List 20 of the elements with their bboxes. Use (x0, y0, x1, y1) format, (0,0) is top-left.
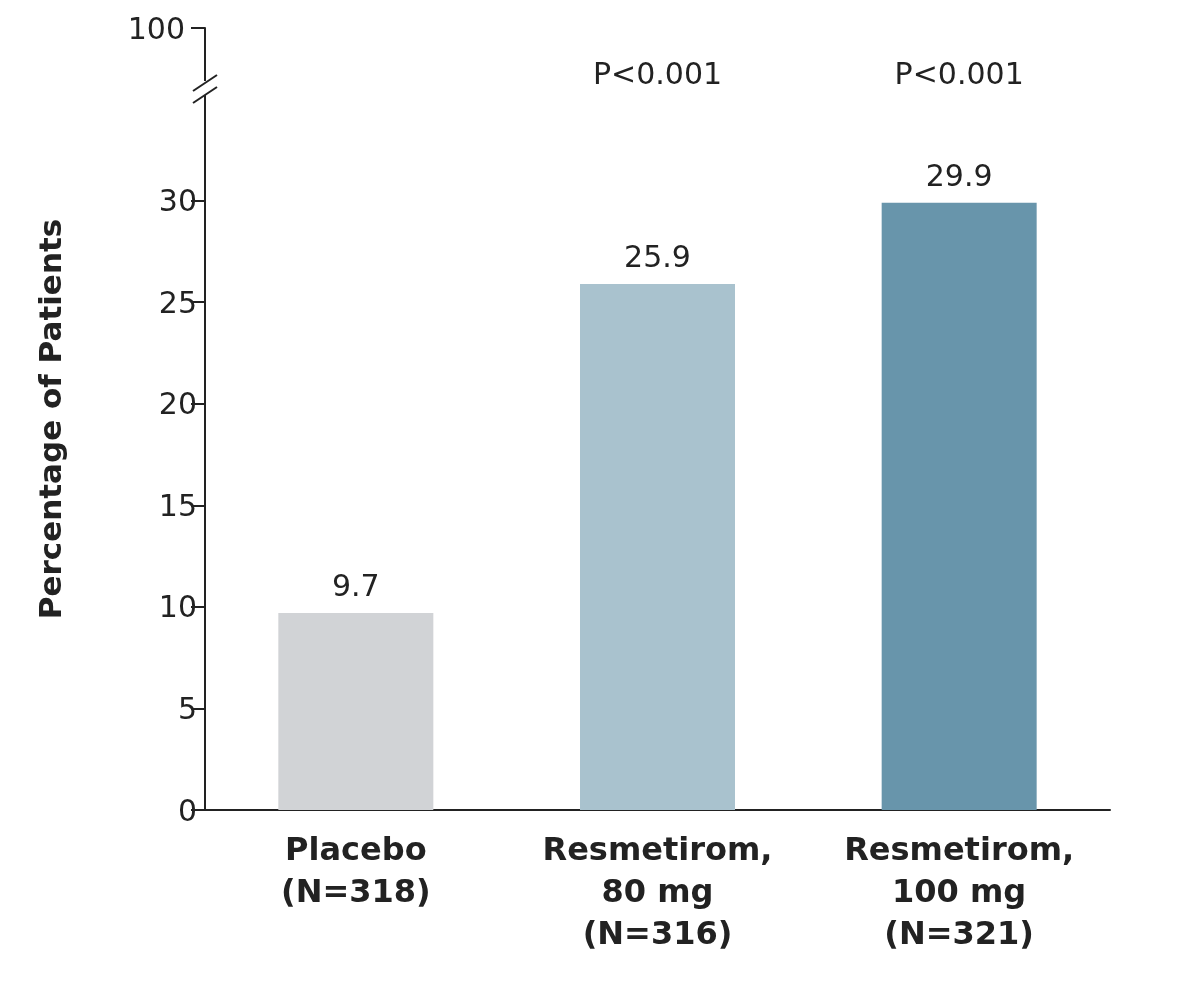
bar (278, 612, 434, 810)
annotation: P<0.001 (592, 55, 723, 91)
y-tick-label: 20 (158, 386, 197, 422)
y-tick-label: 10 (158, 589, 197, 625)
y-axis-title: Percentage of Patients (31, 218, 68, 620)
x-tick-label: Resmetirom, 100 mg (N=321) (844, 830, 1075, 952)
x-tick-label: Placebo (N=318) (281, 830, 431, 910)
y-tick-label: 15 (158, 487, 197, 523)
x-tick-label: Resmetirom, 80 mg (N=316) (542, 830, 773, 952)
y-tick-label: 5 (177, 690, 197, 726)
text: 100 (127, 10, 185, 46)
y-tick-label: 0 (177, 792, 197, 828)
y-tick-label: 30 (158, 183, 197, 219)
annotation: P<0.001 (894, 55, 1024, 91)
data-label: 25.9 (624, 239, 691, 275)
y-tick-label: 25 (158, 284, 197, 320)
data-label: 29.9 (925, 158, 993, 194)
bar (580, 283, 735, 810)
bar (881, 202, 1037, 810)
data-label: 9.7 (331, 568, 380, 604)
